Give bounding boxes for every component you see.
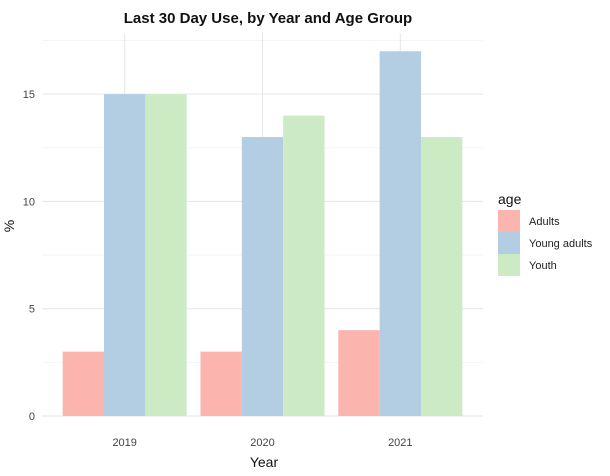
- y-axis-title: %: [1, 220, 17, 232]
- y-tick-labels: 0 5 10 15: [23, 89, 35, 423]
- bar-young-adults-2020: [241, 137, 284, 416]
- bar-youth-2019: [145, 94, 187, 417]
- chart-title: Last 30 Day Use, by Year and Age Group: [124, 10, 412, 27]
- y-tick-label: 15: [23, 89, 35, 101]
- bar-young-adults-2021: [379, 51, 421, 416]
- legend-key-youth: [498, 254, 520, 276]
- x-tick-label: 2021: [388, 437, 412, 449]
- bars: [62, 51, 463, 417]
- legend-label-youth: Youth: [529, 260, 557, 272]
- bar-adults-2019: [62, 351, 105, 416]
- legend-title: age: [498, 191, 522, 207]
- legend-label-young-adults: Young adults: [529, 238, 593, 250]
- y-tick-label: 10: [23, 196, 35, 208]
- legend-key-adults: [498, 210, 520, 232]
- bar-youth-2021: [420, 137, 463, 416]
- bar-adults-2020: [200, 351, 242, 416]
- y-tick-label: 5: [29, 304, 35, 316]
- legend-key-young-adults: [498, 232, 520, 254]
- y-tick-label: 0: [29, 411, 35, 423]
- x-tick-labels: 2019 2020 2021: [112, 437, 412, 449]
- legend-label-adults: Adults: [529, 216, 560, 228]
- x-axis-title: Year: [250, 454, 279, 470]
- legend: age Adults Young adults Youth: [498, 191, 593, 276]
- bar-adults-2021: [338, 330, 380, 416]
- x-tick-label: 2019: [112, 437, 136, 449]
- bar-youth-2020: [283, 115, 325, 416]
- bar-young-adults-2019: [104, 94, 146, 417]
- x-tick-label: 2020: [250, 437, 274, 449]
